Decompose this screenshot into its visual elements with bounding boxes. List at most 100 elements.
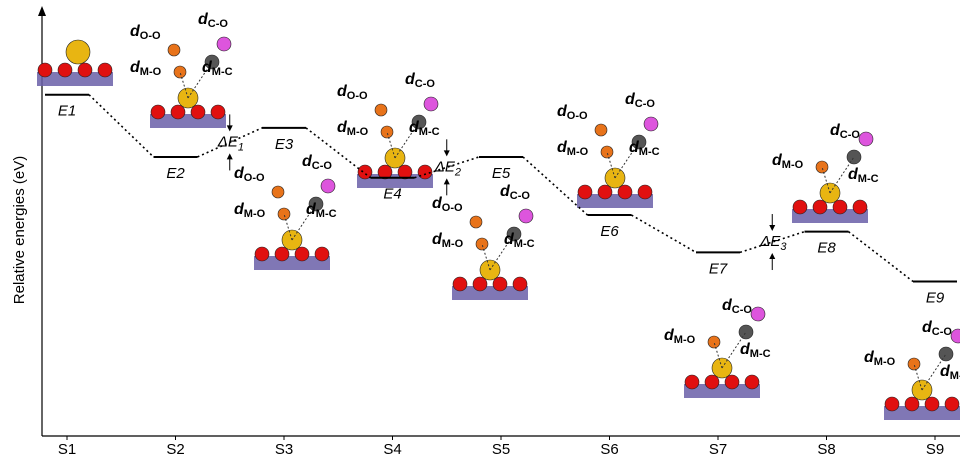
atom bbox=[725, 375, 739, 389]
atom bbox=[905, 397, 919, 411]
distance-subscript: M-C bbox=[639, 146, 660, 158]
chart: Relative energies (eV) dO-O dC-O dM-O dM-C d… bbox=[0, 0, 960, 461]
distance-label: dC-O bbox=[405, 71, 435, 90]
atom bbox=[793, 200, 807, 214]
atom bbox=[58, 63, 72, 77]
atom bbox=[272, 186, 284, 198]
atom bbox=[853, 200, 867, 214]
x-tick-label: S3 bbox=[275, 441, 293, 458]
atom bbox=[171, 105, 185, 119]
atom bbox=[945, 397, 959, 411]
level-label: E7 bbox=[709, 260, 728, 277]
atom bbox=[98, 63, 112, 77]
level-label: E3 bbox=[275, 136, 294, 153]
atom bbox=[275, 247, 289, 261]
atom bbox=[38, 63, 52, 77]
level-label: E6 bbox=[600, 223, 619, 240]
arrowhead bbox=[444, 150, 450, 156]
distance-subscript: O-O bbox=[244, 172, 265, 184]
distance-subscript: M-O bbox=[674, 334, 696, 346]
atom bbox=[598, 185, 612, 199]
distance-label: dM-C bbox=[940, 363, 960, 382]
distance-subscript: O-O bbox=[347, 90, 368, 102]
arrowhead bbox=[444, 178, 450, 184]
level-label: E5 bbox=[492, 165, 511, 182]
x-tick-label: S8 bbox=[817, 441, 835, 458]
distance-subscript: C-O bbox=[840, 129, 861, 141]
distance-subscript: M-O bbox=[140, 66, 162, 78]
distance-label: dO-O bbox=[557, 103, 588, 122]
distance-subscript: M-C bbox=[858, 173, 879, 185]
distance-label: dM-C bbox=[848, 166, 879, 185]
distance-label: dC-O bbox=[625, 91, 655, 110]
barrier-symbol: ΔE bbox=[217, 133, 239, 150]
distance-subscript: M-C bbox=[212, 66, 233, 78]
atom bbox=[644, 117, 658, 131]
distance-subscript: C-O bbox=[208, 18, 229, 30]
distance-subscript: M-O bbox=[567, 146, 589, 158]
distance-subscript: M-C bbox=[419, 126, 440, 138]
atom bbox=[470, 216, 482, 228]
distance-label: dM-C bbox=[740, 341, 771, 360]
atom bbox=[813, 200, 827, 214]
arrowhead bbox=[769, 253, 775, 259]
distance-subscript: C-O bbox=[510, 190, 531, 202]
barrier-index: 2 bbox=[454, 166, 461, 178]
x-tick-label: S6 bbox=[600, 441, 618, 458]
level-label: E9 bbox=[926, 289, 945, 306]
atom bbox=[375, 104, 387, 116]
barrier-symbol: ΔE bbox=[759, 233, 781, 250]
distance-label: dO-O bbox=[432, 195, 463, 214]
distance-label: dM-O bbox=[864, 349, 896, 368]
x-tick-label: S4 bbox=[383, 441, 401, 458]
distance-subscript: C-O bbox=[635, 98, 656, 110]
distance-subscript: M-O bbox=[347, 126, 369, 138]
distance-subscript: M-C bbox=[950, 370, 960, 382]
distance-subscript: O-O bbox=[140, 30, 161, 42]
atom bbox=[315, 247, 329, 261]
atom bbox=[191, 105, 205, 119]
distance-label: dM-O bbox=[772, 152, 804, 171]
atom bbox=[493, 277, 507, 291]
arrowhead bbox=[769, 225, 775, 231]
x-tick-label: S5 bbox=[492, 441, 510, 458]
x-tick-label: S1 bbox=[58, 441, 76, 458]
atom bbox=[925, 397, 939, 411]
atom bbox=[745, 375, 759, 389]
distance-subscript: M-O bbox=[244, 208, 266, 220]
y-axis-label: Relative energies (eV) bbox=[11, 156, 28, 304]
atom bbox=[595, 124, 607, 136]
distance-label: dM-O bbox=[557, 139, 589, 158]
atom bbox=[78, 63, 92, 77]
distance-subscript: C-O bbox=[312, 160, 333, 172]
atom bbox=[833, 200, 847, 214]
barrier-index: 3 bbox=[780, 241, 787, 253]
atom bbox=[685, 375, 699, 389]
level-label: E4 bbox=[383, 186, 401, 203]
atom bbox=[453, 277, 467, 291]
atom bbox=[705, 375, 719, 389]
y-axis-arrow bbox=[38, 6, 46, 16]
x-tick-label: S7 bbox=[709, 441, 727, 458]
level-label: E1 bbox=[58, 103, 76, 120]
atom bbox=[951, 329, 960, 343]
atom bbox=[751, 307, 765, 321]
distance-subscript: M-C bbox=[750, 348, 771, 360]
distance-subscript: C-O bbox=[732, 304, 753, 316]
distance-label: dM-O bbox=[130, 59, 162, 78]
x-tick-label: S2 bbox=[166, 441, 184, 458]
distance-label: dO-O bbox=[337, 83, 368, 102]
atom bbox=[66, 40, 90, 64]
atom bbox=[211, 105, 225, 119]
atom bbox=[217, 37, 231, 51]
barrier-symbol: ΔE bbox=[434, 158, 456, 175]
connector bbox=[849, 232, 914, 282]
level-label: E8 bbox=[817, 240, 836, 257]
distance-subscript: M-O bbox=[442, 238, 464, 250]
distance-label: dM-O bbox=[664, 327, 696, 346]
level-label: E2 bbox=[166, 165, 185, 182]
atom bbox=[151, 105, 165, 119]
distance-label: dC-O bbox=[922, 319, 952, 338]
barrier-label: ΔE2 bbox=[434, 158, 461, 178]
atom bbox=[578, 185, 592, 199]
